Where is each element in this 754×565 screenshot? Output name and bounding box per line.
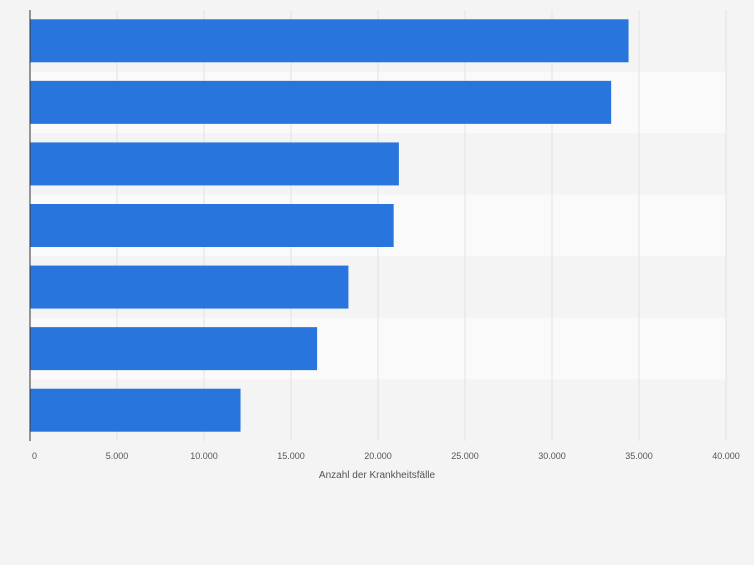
- bar[interactable]: [30, 142, 399, 186]
- bar[interactable]: [30, 80, 612, 124]
- bar[interactable]: [30, 388, 241, 432]
- bar[interactable]: [30, 19, 629, 63]
- x-tick-label: 15.000: [277, 451, 305, 461]
- x-tick-label: 30.000: [538, 451, 566, 461]
- x-tick-label: 25.000: [451, 451, 479, 461]
- x-tick-label: 35.000: [625, 451, 653, 461]
- x-tick-label: 0: [32, 451, 37, 461]
- x-tick-label: 20.000: [364, 451, 392, 461]
- x-tick-labels: 0 5.000 10.000 15.000 20.000 25.000 30.000 35.0…: [32, 451, 740, 461]
- x-axis-label: Anzahl der Krankheitsfälle: [319, 470, 436, 481]
- bar[interactable]: [30, 265, 349, 309]
- x-tick-label: 5.000: [106, 451, 129, 461]
- bars: [30, 19, 629, 432]
- bar[interactable]: [30, 327, 318, 371]
- x-tick-label: 40.000: [712, 451, 740, 461]
- bar[interactable]: [30, 204, 394, 247]
- x-tick-label: 10.000: [190, 451, 218, 461]
